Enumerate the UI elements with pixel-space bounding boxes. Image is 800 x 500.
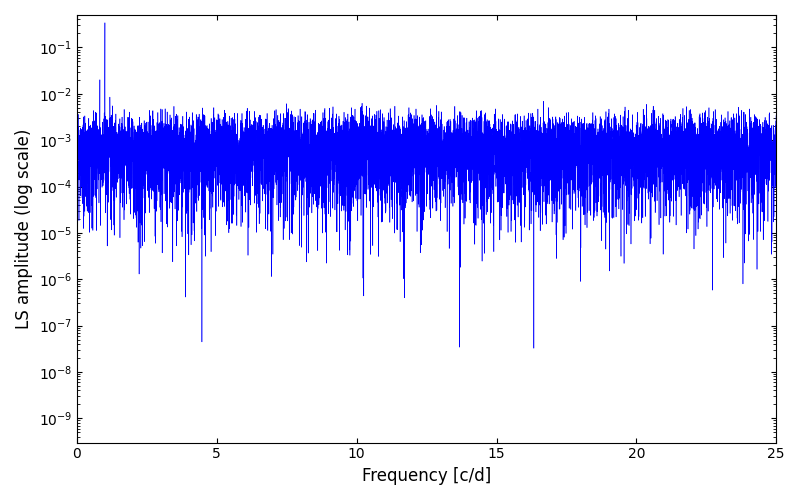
Y-axis label: LS amplitude (log scale): LS amplitude (log scale): [15, 128, 33, 329]
X-axis label: Frequency [c/d]: Frequency [c/d]: [362, 467, 491, 485]
